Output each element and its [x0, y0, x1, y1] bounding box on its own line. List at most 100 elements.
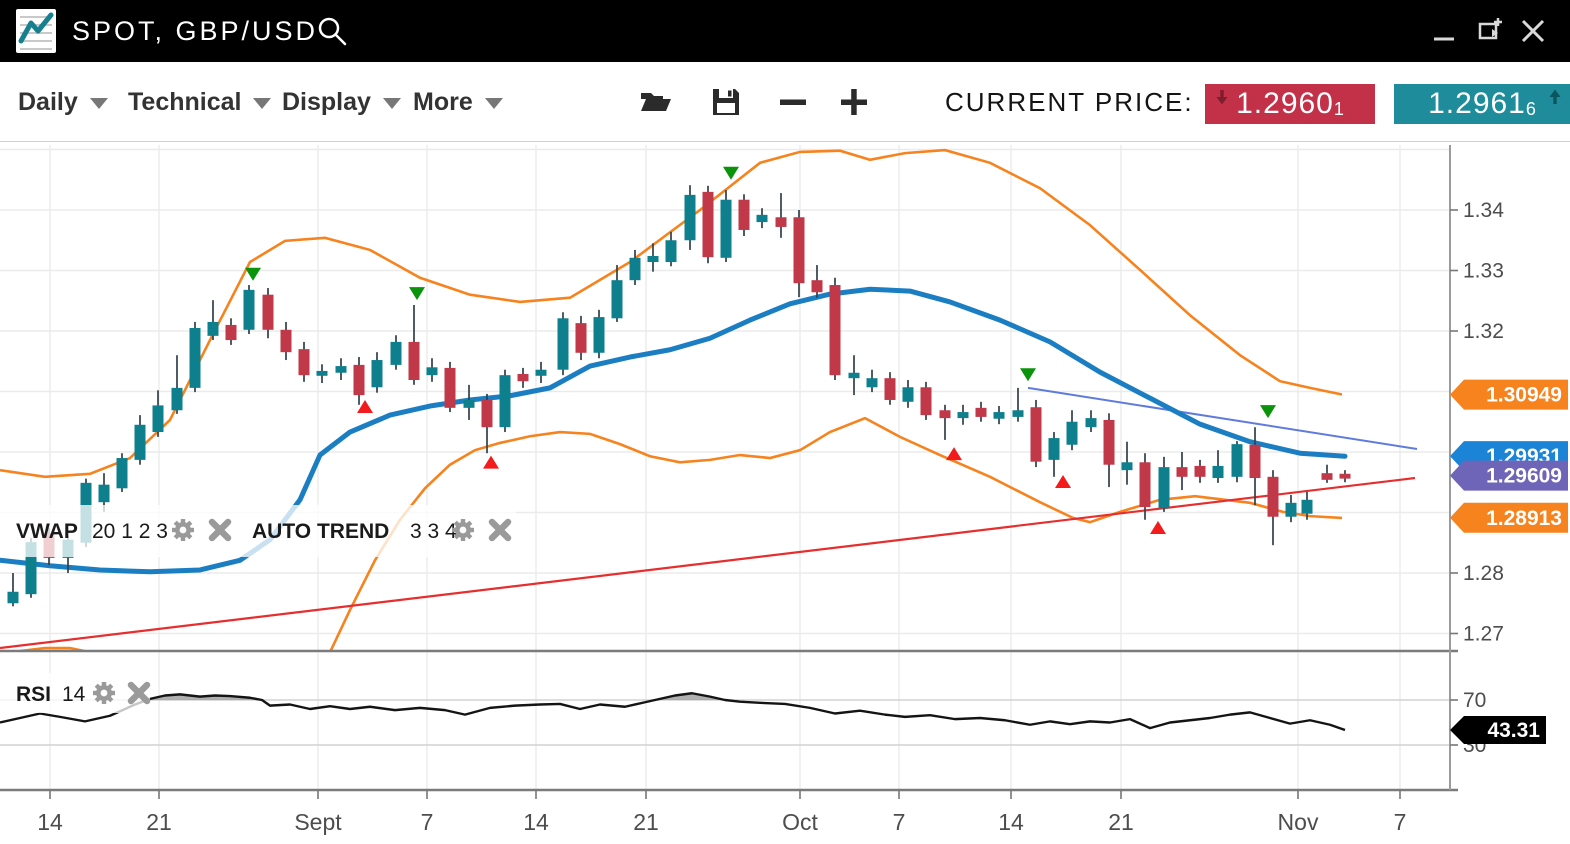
ask-price-value: 1.2961 [1428, 87, 1526, 120]
candle-up [371, 360, 383, 388]
popout-icon[interactable] [1474, 14, 1508, 48]
y-tick-label: 1.34 [1463, 199, 1504, 222]
candle-down [1267, 476, 1279, 517]
x-tick-label: 14 [523, 809, 549, 835]
buy-signal-icon [483, 455, 499, 469]
candle-down [1176, 467, 1188, 477]
candle-up [993, 412, 1005, 419]
rsi-line [0, 692, 1346, 732]
open-folder-icon[interactable] [638, 84, 674, 120]
chart-area[interactable]: VWAP 20 1 2 3 AUTO TREND 3 3 4 RSI 14 1.34 1.33… [0, 142, 1570, 844]
y-tick-label: 1.33 [1463, 260, 1504, 283]
rsi-params: 14 [62, 683, 86, 706]
candle-down [920, 387, 932, 416]
candle-up [134, 424, 146, 460]
buy-signal-icon [1055, 474, 1071, 488]
save-icon[interactable] [708, 84, 744, 120]
last-price-tag [1450, 460, 1568, 491]
ask-price-button[interactable]: 1.2961 6 [1394, 84, 1570, 124]
close-icon[interactable] [1516, 14, 1550, 48]
candle-up [1212, 465, 1224, 479]
candle-up [611, 280, 623, 319]
last-price-tag-text: 1.29609 [1486, 465, 1562, 488]
y-tick-label: 1.32 [1463, 320, 1504, 343]
candle-down [298, 349, 310, 376]
candle-up [1158, 467, 1170, 509]
candle-up [98, 484, 110, 503]
trendline-auto-trend-resistance[interactable] [1027, 386, 1418, 450]
candle-up [1285, 502, 1297, 517]
display-menu[interactable]: Display [282, 62, 401, 142]
current-price-label: CURRENT PRICE: [945, 86, 1194, 117]
candle-up [463, 399, 475, 408]
candle-up [499, 375, 511, 428]
candle-down [1321, 473, 1333, 480]
bid-price-value: 1.2960 [1236, 87, 1334, 120]
x-tick-label: 14 [37, 809, 63, 835]
auto-trend-params: 3 3 4 [410, 520, 457, 543]
candle-up [25, 542, 37, 595]
candle-down [444, 367, 456, 408]
more-menu[interactable]: More [413, 62, 503, 142]
candle-up [1048, 438, 1060, 460]
rsi-settings-icon[interactable] [93, 682, 115, 704]
candle-up [243, 289, 255, 330]
candle-up [1121, 462, 1133, 471]
candle-up [629, 257, 641, 281]
y-tick-label: 1.28 [1463, 562, 1504, 585]
candle-down [738, 199, 750, 230]
candle-up [316, 370, 328, 376]
bid-price-button[interactable]: 1.2960 1 [1205, 84, 1375, 124]
rsi-tick-label: 70 [1463, 689, 1486, 712]
toolbar: Daily Technical Display More CURRENT PRI… [0, 62, 1570, 142]
chevron-down-icon [382, 98, 401, 109]
candle-down [884, 378, 896, 400]
auto-trend-remove-icon[interactable] [488, 518, 512, 542]
candle-down [262, 294, 274, 330]
rsi-tag-text: 43.31 [1487, 719, 1540, 742]
technical-menu[interactable]: Technical [128, 62, 272, 142]
chevron-down-icon [484, 98, 503, 109]
x-tick-label: 21 [146, 809, 172, 835]
buy-signal-icon [1150, 520, 1166, 534]
x-tick-label: 14 [998, 809, 1024, 835]
candle-down [353, 364, 365, 396]
arrow-down-icon [1216, 90, 1228, 105]
auto-trend-label: AUTO TREND [252, 520, 389, 543]
buy-signal-icon [357, 399, 373, 413]
candle-down [939, 410, 951, 419]
vwap-settings-icon[interactable] [172, 519, 194, 541]
timeframe-menu[interactable]: Daily [18, 62, 108, 142]
trendline-auto-trend-support[interactable] [0, 476, 1416, 650]
candle-down [1339, 473, 1351, 479]
candle-down [225, 324, 237, 341]
vwap-remove-icon[interactable] [208, 518, 232, 542]
rsi-remove-icon[interactable] [127, 681, 151, 705]
bollinger-lower-tag-text: 1.28913 [1486, 507, 1562, 530]
candle-up [189, 327, 201, 388]
x-tick-label: 7 [421, 809, 434, 835]
vwap-params: 20 1 2 3 [92, 520, 168, 543]
x-tick-label: 21 [1108, 809, 1134, 835]
candle-down [575, 323, 587, 353]
candle-down [829, 285, 841, 376]
candle-up [557, 318, 569, 370]
candle-down [975, 407, 987, 417]
candle-up [647, 255, 659, 263]
auto-trend-settings-icon[interactable] [452, 519, 474, 541]
candle-up [1301, 499, 1313, 514]
x-tick-label: Nov [1278, 809, 1319, 835]
x-tick-label: 21 [633, 809, 659, 835]
candle-down [1194, 465, 1206, 477]
candle-up [207, 321, 219, 336]
zoom-out-icon[interactable] [775, 84, 811, 120]
search-icon[interactable] [316, 15, 348, 47]
buy-signal-icon [946, 447, 962, 461]
sell-signal-icon [1260, 405, 1276, 419]
rsi-overbought-fill [147, 693, 725, 700]
minimize-icon[interactable] [1428, 14, 1462, 48]
y-tick-label: 1.27 [1463, 623, 1504, 646]
sell-signal-icon [409, 287, 425, 301]
zoom-in-icon[interactable] [836, 84, 872, 120]
vwap-label: VWAP [16, 520, 78, 543]
